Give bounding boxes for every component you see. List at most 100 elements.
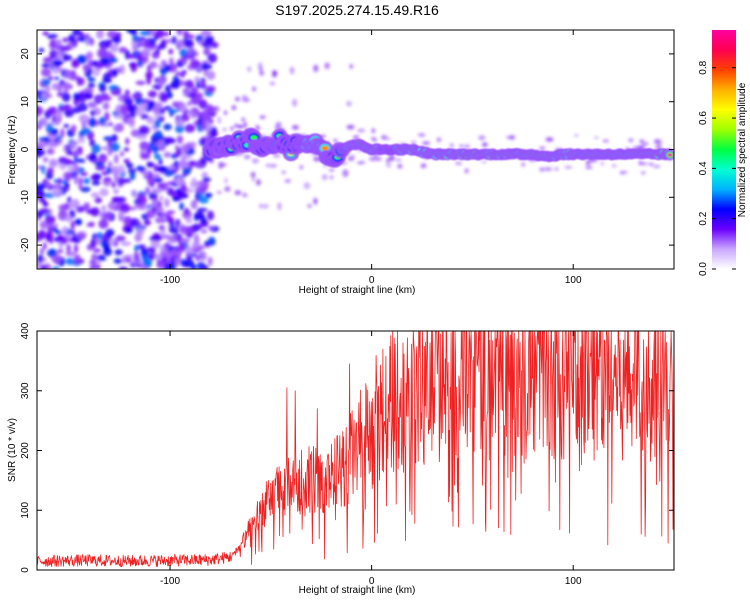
- noise-blob: [217, 116, 221, 124]
- noise-blob: [154, 177, 163, 183]
- colorbar-tick-label: 0.8: [698, 60, 709, 74]
- noise-blob: [284, 179, 291, 183]
- noise-blob: [157, 139, 165, 150]
- noise-blob: [125, 226, 132, 234]
- noise-blob: [149, 236, 159, 241]
- noise-blob: [207, 236, 216, 246]
- noise-blob: [98, 219, 109, 229]
- noise-blob: [328, 168, 335, 172]
- snr-y-axis-label: SNR (10 * v/v): [7, 418, 18, 482]
- noise-blob: [103, 177, 112, 182]
- noise-blob: [113, 172, 119, 183]
- noise-blob: [140, 153, 151, 160]
- noise-blob: [147, 162, 155, 168]
- noise-blob: [292, 98, 298, 107]
- noise-blob: [163, 169, 174, 177]
- noise-blob: [174, 178, 183, 185]
- spectrogram-noise: [37, 30, 673, 269]
- noise-blob: [129, 170, 136, 181]
- noise-blob: [205, 85, 216, 93]
- noise-blob: [138, 125, 150, 135]
- noise-blob: [152, 199, 158, 207]
- spectrogram-x-tick-label: -100: [160, 275, 180, 286]
- noise-blob: [151, 173, 161, 178]
- noise-blob: [323, 164, 327, 168]
- noise-blob: [564, 166, 573, 169]
- noise-blob: [114, 249, 123, 256]
- noise-blob: [99, 211, 105, 220]
- noise-blob: [207, 225, 214, 231]
- noise-blob: [145, 186, 151, 195]
- noise-blob: [62, 37, 69, 43]
- noise-blob: [47, 34, 54, 39]
- noise-blob: [351, 155, 356, 158]
- noise-blob: [57, 234, 65, 242]
- snr-x-axis-label: Height of straight line (km): [299, 585, 416, 596]
- snr-series-line: [37, 331, 674, 568]
- noise-blob: [125, 137, 130, 145]
- noise-blob: [168, 216, 175, 226]
- noise-blob: [313, 64, 319, 73]
- snr-y-tick-label: 200: [20, 442, 31, 459]
- noise-blob: [482, 144, 488, 146]
- noise-blob: [54, 76, 59, 81]
- noise-blob: [146, 204, 151, 210]
- noise-blob: [37, 106, 44, 116]
- noise-blob: [436, 137, 442, 143]
- noise-blob: [182, 172, 187, 177]
- noise-blob: [132, 35, 140, 43]
- snr-y-tick-label: 0: [20, 567, 31, 573]
- noise-blob: [180, 237, 191, 243]
- noise-blob: [200, 229, 208, 234]
- noise-blob: [73, 244, 79, 254]
- spectrogram-y-axis-label: Frequency (Hz): [7, 116, 18, 185]
- noise-blob: [42, 31, 49, 36]
- noise-blob: [107, 161, 113, 167]
- noise-blob: [41, 78, 51, 86]
- noise-blob: [175, 188, 183, 193]
- noise-blob: [151, 188, 163, 194]
- noise-blob: [78, 114, 90, 123]
- noise-blob: [117, 164, 125, 175]
- noise-blob: [140, 114, 149, 120]
- noise-blob: [147, 90, 157, 98]
- noise-blob: [39, 208, 50, 214]
- noise-blob: [112, 69, 118, 77]
- noise-blob: [269, 81, 275, 86]
- noise-blob: [41, 63, 51, 69]
- noise-blob: [155, 101, 163, 109]
- noise-blob: [65, 172, 71, 182]
- noise-blob: [346, 100, 352, 107]
- noise-blob: [539, 167, 545, 172]
- noise-blob: [270, 163, 277, 168]
- snr-plot-area: [37, 331, 674, 568]
- noise-blob: [585, 166, 593, 169]
- noise-blob: [201, 120, 207, 130]
- noise-blob: [130, 129, 141, 137]
- noise-blob: [57, 248, 64, 254]
- noise-blob: [146, 116, 155, 124]
- noise-blob: [235, 96, 240, 102]
- noise-blob: [49, 248, 56, 257]
- noise-blob: [58, 204, 69, 211]
- noise-blob: [67, 196, 72, 204]
- noise-blob: [165, 39, 172, 44]
- noise-blob: [231, 105, 237, 111]
- noise-blob: [163, 151, 172, 158]
- noise-blob: [67, 165, 75, 172]
- noise-blob: [199, 251, 207, 261]
- noise-blob: [157, 207, 165, 212]
- colorbar-label: Normalized spectral amplitude: [737, 82, 748, 217]
- noise-blob: [47, 106, 58, 115]
- noise-blob: [207, 53, 218, 63]
- noise-blob: [640, 162, 648, 166]
- noise-blob: [111, 133, 118, 143]
- noise-blob: [103, 136, 114, 142]
- noise-blob: [51, 187, 62, 196]
- noise-blob: [142, 258, 153, 267]
- noise-blob: [68, 145, 76, 150]
- noise-blob: [136, 227, 145, 237]
- noise-blob: [52, 69, 59, 74]
- noise-blob: [108, 122, 113, 127]
